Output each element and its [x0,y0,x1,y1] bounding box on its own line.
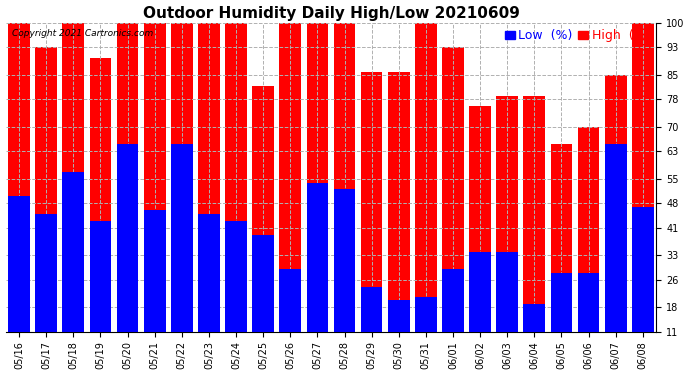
Bar [8,196,30,370]
Bar [90,58,111,370]
Bar [524,304,545,370]
Bar [253,86,274,370]
Bar [334,23,355,370]
Bar [63,23,84,370]
Bar [496,252,518,370]
Bar [442,269,464,370]
Bar [253,234,274,370]
Bar [496,96,518,370]
Bar [198,214,220,370]
Text: Copyright 2021 Cartronics.com: Copyright 2021 Cartronics.com [12,29,153,38]
Bar [632,23,653,370]
Bar [578,127,600,370]
Bar [306,183,328,370]
Bar [469,252,491,370]
Bar [605,75,627,370]
Bar [605,144,627,370]
Bar [144,23,166,370]
Bar [144,210,166,370]
Bar [415,297,437,370]
Bar [117,144,139,370]
Legend: Low  (%), High  (%): Low (%), High (%) [500,24,655,47]
Bar [225,23,247,370]
Bar [388,72,410,370]
Bar [469,106,491,370]
Bar [578,273,600,370]
Bar [551,273,572,370]
Bar [117,23,139,370]
Bar [279,23,301,370]
Bar [63,172,84,370]
Bar [361,72,382,370]
Bar [8,23,30,370]
Bar [632,207,653,370]
Bar [415,23,437,370]
Bar [279,269,301,370]
Bar [361,286,382,370]
Bar [551,144,572,370]
Bar [388,300,410,370]
Bar [306,23,328,370]
Bar [171,144,193,370]
Bar [171,23,193,370]
Bar [35,47,57,370]
Bar [90,220,111,370]
Bar [35,214,57,370]
Bar [225,220,247,370]
Bar [334,189,355,370]
Title: Outdoor Humidity Daily High/Low 20210609: Outdoor Humidity Daily High/Low 20210609 [143,6,520,21]
Bar [198,23,220,370]
Bar [524,96,545,370]
Bar [442,47,464,370]
